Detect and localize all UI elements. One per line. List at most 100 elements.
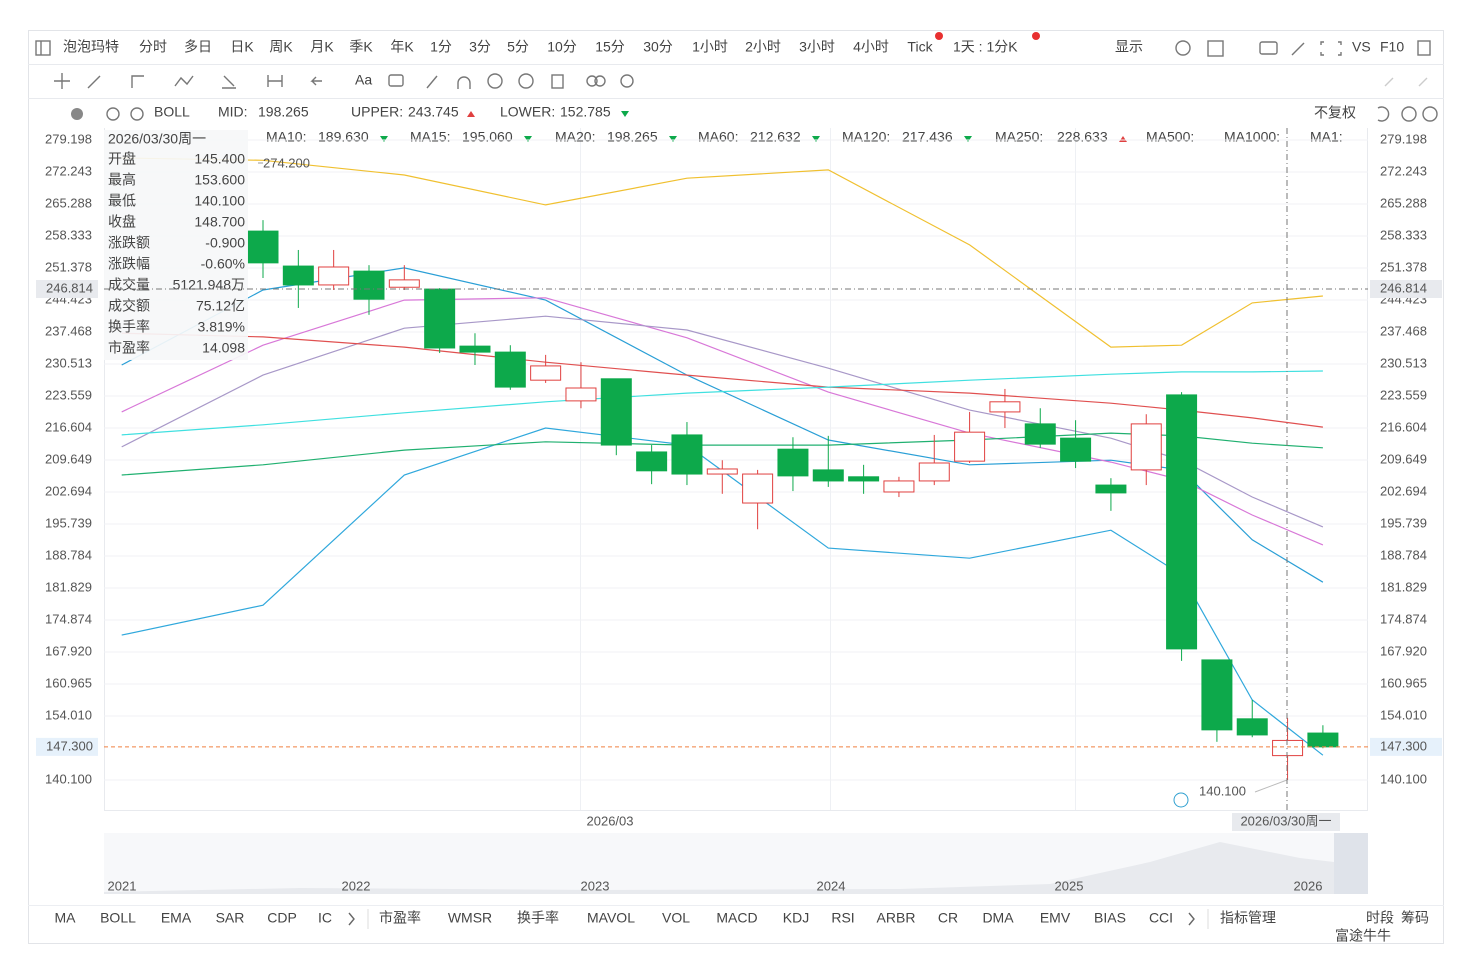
indicator-tab[interactable]: SAR [216,910,245,926]
indicator-tab[interactable]: WMSR [448,910,492,926]
indicator-label: MID: [218,104,248,120]
period-tab[interactable]: 15分 [595,39,625,55]
indicator-value: 243.745 [408,104,459,120]
footer-tab[interactable]: 时段 [1366,910,1394,926]
crosshair-date: 2026/03/30周一 [1240,813,1331,828]
indicator-tab[interactable]: CCI [1149,910,1173,926]
indicator-tab[interactable]: CR [938,910,958,926]
y-tick-label-right: 209.649 [1380,451,1427,466]
candle-body [989,401,1021,413]
period-tab[interactable]: 月K [310,39,334,55]
period-tab[interactable]: 季K [349,39,373,55]
indicator-tab[interactable]: KDJ [783,910,809,926]
stock-name[interactable]: 泡泡玛特 [63,39,119,55]
period-tab[interactable]: 30分 [643,39,673,55]
period-tab[interactable]: 多日 [184,39,212,55]
period-tab[interactable]: 10分 [547,39,577,55]
indicator-tab[interactable]: BOLL [100,910,136,926]
indicator-tab[interactable]: BIAS [1094,910,1126,926]
y-tick-label-right: 258.333 [1380,227,1427,242]
info-value: -0.900 [205,235,245,251]
candle-body [848,476,880,482]
candle-body [671,434,703,475]
period-tab[interactable]: 日K [230,39,254,55]
y-tick-label: 272.243 [45,163,92,178]
period-tab[interactable]: 1分 [430,39,452,55]
toolbar-button[interactable]: F10 [1380,39,1404,55]
indicator-tab[interactable]: DMA [982,910,1014,926]
last-price-label: 147.300 [46,738,93,753]
manage-button[interactable]: 指标管理 [1220,910,1276,926]
info-value: 14.098 [202,340,245,356]
candle-body [918,462,950,482]
period-tab[interactable]: 年K [390,39,414,55]
indicator-tab[interactable]: MAVOL [587,910,635,926]
ma-label: MA500: [1146,129,1194,145]
toolbar-button[interactable]: VS [1352,39,1371,55]
event-marker [1173,792,1189,808]
indicator-tab[interactable]: RSI [831,910,854,926]
y-tick-label: 237.468 [45,323,92,338]
indicator-tab[interactable]: EMA [161,910,192,926]
period-tab[interactable]: 周K [269,39,293,55]
toolbar-button[interactable]: 显示 [1115,39,1143,55]
last-price-label: 147.300 [1380,738,1427,753]
candle-body [1130,423,1162,471]
period-tab[interactable]: 2小时 [745,39,781,55]
indicator-tab[interactable]: MA [55,910,77,926]
y-tick-label: 230.513 [45,355,92,370]
indicator-tab[interactable]: CDP [267,910,297,926]
period-tab[interactable]: 1小时 [692,39,728,55]
text-tool[interactable]: Aa [355,72,372,88]
indicator-tab[interactable]: MACD [716,910,757,926]
price-box [1370,280,1442,299]
period-tab[interactable]: 4小时 [853,39,889,55]
info-value: 148.700 [194,214,245,230]
candle-body [530,365,562,381]
y-tick-label-right: 160.965 [1380,675,1427,690]
y-tick-label-right: 279.198 [1380,131,1427,146]
ma-value: 198.265 [607,129,658,145]
indicator-line [121,370,1323,436]
y-tick-label-right: 223.559 [1380,387,1427,402]
footer-tab[interactable]: 筹码 [1401,910,1429,926]
candle-body [1201,659,1233,731]
arrow-down [380,136,388,142]
candle-body [565,387,597,402]
candle-body [954,431,986,462]
info-label: 成交量 [108,277,150,293]
period-tab[interactable]: 5分 [507,39,529,55]
indicator-tab[interactable]: VOL [662,910,690,926]
arrow-down [621,111,629,117]
y-tick-label: 154.010 [45,707,92,722]
indicator-tab[interactable]: IC [318,910,332,926]
indicator-tab[interactable]: 市盈率 [379,910,421,926]
adjust-button[interactable]: 不复权 [1314,105,1356,121]
info-label: 涨跌额 [108,235,150,251]
frame [28,30,1444,944]
indicator-tab[interactable]: ARBR [877,910,916,926]
period-tab[interactable]: 3小时 [799,39,835,55]
ma-label: MA1000: [1224,129,1280,145]
period-tab[interactable]: Tick [907,39,933,55]
watermark: 富途牛牛 [1335,928,1391,944]
candle-body [353,270,385,300]
indicator-tab[interactable]: 换手率 [517,910,559,926]
candle-body [1272,739,1304,757]
y-tick-label-right: 154.010 [1380,707,1427,722]
period-option[interactable]: 1天 : 1分K [953,39,1018,55]
period-tab[interactable]: 3分 [469,39,491,55]
indicator-tab[interactable]: EMV [1040,910,1071,926]
indicator-name[interactable]: BOLL [154,104,190,120]
arrow-down [812,136,820,142]
y-tick-label-right: 272.243 [1380,163,1427,178]
year-label: 2024 [817,878,846,893]
candle-body [459,345,491,353]
period-tab[interactable]: 分时 [139,39,167,55]
info-value: 140.100 [194,193,245,209]
candle-body [1236,718,1268,736]
info-label: 市盈率 [108,340,150,356]
y-tick-label-right: 188.784 [1380,547,1427,562]
y-tick-label: 279.198 [45,131,92,146]
crosshair-label: 246.814 [1380,280,1427,295]
